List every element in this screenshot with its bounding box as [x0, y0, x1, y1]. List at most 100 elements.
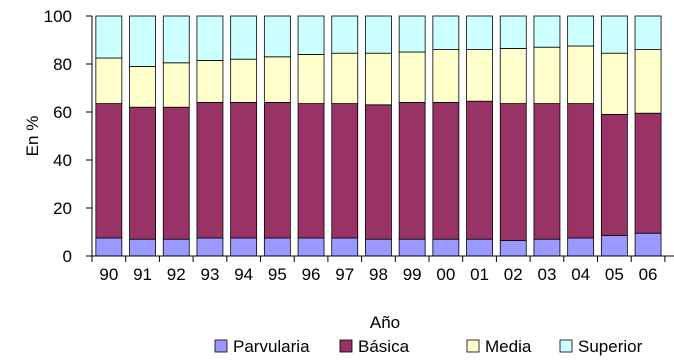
bar-superior-98	[365, 15, 392, 54]
bar-superior-02	[499, 15, 527, 49]
bar-parvularia-96	[297, 237, 325, 257]
bar-superior-93	[196, 15, 224, 61]
bar-superior-00	[432, 15, 460, 50]
bar-parvularia-92	[162, 238, 190, 257]
x-axis-title: Año	[370, 313, 400, 332]
bar-basica-91	[129, 106, 156, 240]
bar-parvularia-97	[331, 237, 359, 257]
x-tick-label: 02	[504, 265, 523, 284]
x-tick-label: 00	[436, 265, 455, 284]
bar-superior-04	[567, 15, 595, 47]
x-tick-label: 92	[167, 265, 186, 284]
bar-basica-96	[297, 103, 325, 239]
bar-superior-92	[162, 15, 190, 64]
bar-superior-06	[634, 15, 662, 50]
legend-swatch	[214, 339, 228, 353]
bar-basica-93	[196, 102, 224, 239]
bar-basica-03	[533, 103, 561, 240]
x-tick-label: 06	[639, 265, 658, 284]
bar-parvularia-05	[600, 235, 628, 257]
bar-superior-95	[263, 15, 291, 58]
bar-basica-95	[263, 102, 291, 239]
x-tick-label: 91	[133, 265, 152, 284]
bar-basica-00	[432, 102, 460, 240]
bar-superior-99	[398, 15, 426, 53]
x-tick-label: 97	[335, 265, 354, 284]
bar-superior-90	[95, 15, 123, 59]
bar-superior-96	[297, 15, 325, 55]
bar-media-01	[466, 49, 493, 102]
bar-basica-97	[331, 103, 359, 239]
bar-superior-01	[466, 15, 493, 50]
legend-label: Media	[485, 337, 532, 356]
y-tick-label: 100	[44, 7, 72, 26]
bar-superior-94	[230, 15, 258, 60]
bar-media-98	[365, 52, 392, 106]
x-tick-label: 95	[268, 265, 287, 284]
bars-group	[95, 15, 662, 257]
bar-media-03	[533, 46, 561, 105]
x-tick-label: 98	[369, 265, 388, 284]
bar-basica-05	[600, 114, 628, 236]
legend-label: Parvularia	[233, 337, 310, 356]
x-tick-label: 04	[571, 265, 590, 284]
bar-basica-92	[162, 106, 190, 240]
bar-media-05	[600, 52, 628, 115]
legend-swatch	[466, 339, 480, 353]
y-tick-label: 20	[53, 199, 72, 218]
bar-basica-02	[499, 103, 527, 241]
bar-parvularia-98	[365, 238, 392, 257]
bar-superior-05	[600, 15, 628, 54]
x-tick-label: 93	[200, 265, 219, 284]
bar-parvularia-90	[95, 237, 123, 257]
legend-label: Superior	[578, 337, 643, 356]
bar-parvularia-93	[196, 237, 224, 257]
legend-swatch	[559, 339, 573, 353]
bar-parvularia-99	[398, 238, 426, 257]
x-tick-label: 05	[605, 265, 624, 284]
bar-media-02	[499, 48, 527, 105]
bar-media-92	[162, 62, 190, 108]
x-tick-label: 96	[302, 265, 321, 284]
legend: Parvularia Básica Media Superior	[214, 337, 643, 356]
y-tick-label: 0	[63, 247, 72, 266]
bar-media-96	[297, 54, 325, 105]
y-tick-label: 80	[53, 55, 72, 74]
x-tick-label: 90	[99, 265, 118, 284]
bar-parvularia-06	[634, 232, 662, 257]
y-tick-label: 60	[53, 103, 72, 122]
bar-media-99	[398, 51, 426, 103]
bar-basica-98	[365, 104, 392, 240]
bar-parvularia-02	[499, 239, 527, 257]
bar-parvularia-03	[533, 238, 561, 257]
bar-media-93	[196, 60, 224, 103]
bar-basica-04	[567, 103, 595, 239]
bar-media-90	[95, 57, 123, 104]
bar-basica-99	[398, 102, 426, 240]
bar-parvularia-94	[230, 237, 258, 257]
bar-parvularia-04	[567, 237, 595, 257]
x-tick-label: 01	[470, 265, 489, 284]
legend-label: Básica	[358, 337, 410, 356]
bar-superior-03	[533, 15, 561, 48]
bar-basica-01	[466, 100, 493, 240]
bar-media-94	[230, 58, 258, 103]
bar-superior-97	[331, 15, 359, 54]
y-axis-title: En %	[23, 116, 42, 157]
x-tick-label: 03	[537, 265, 556, 284]
bar-parvularia-95	[263, 237, 291, 257]
bar-parvularia-00	[432, 238, 460, 257]
x-tick-label: 99	[403, 265, 422, 284]
bar-basica-90	[95, 103, 123, 239]
legend-swatch	[339, 339, 353, 353]
x-tick-label: 94	[234, 265, 253, 284]
bar-parvularia-91	[129, 238, 156, 257]
bar-parvularia-01	[466, 238, 493, 257]
bar-basica-06	[634, 112, 662, 234]
bar-media-97	[331, 52, 359, 105]
bar-media-04	[567, 45, 595, 104]
bar-media-95	[263, 56, 291, 103]
axes-group: 90 91 92 93 94 95 96 97 98 99 00 01 02 03 04 05 06 0 20 40 6…	[44, 7, 674, 284]
bar-media-00	[432, 49, 460, 103]
